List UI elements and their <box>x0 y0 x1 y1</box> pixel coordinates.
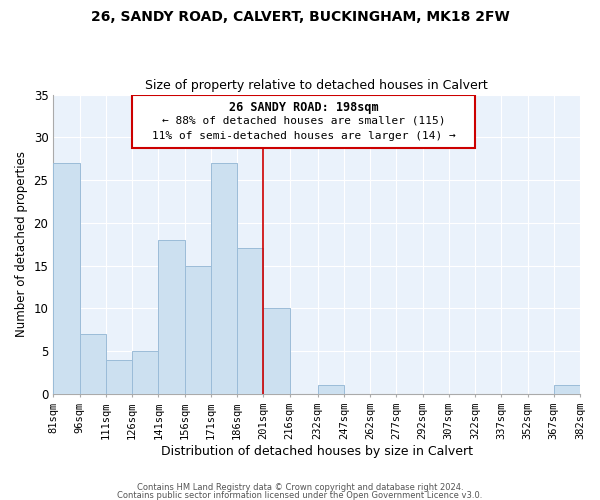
Text: 26 SANDY ROAD: 198sqm: 26 SANDY ROAD: 198sqm <box>229 100 379 114</box>
Text: ← 88% of detached houses are smaller (115): ← 88% of detached houses are smaller (11… <box>162 116 445 126</box>
Y-axis label: Number of detached properties: Number of detached properties <box>15 151 28 337</box>
Bar <box>53 163 80 394</box>
Bar <box>263 308 290 394</box>
Text: 11% of semi-detached houses are larger (14) →: 11% of semi-detached houses are larger (… <box>152 131 455 141</box>
Bar <box>158 240 185 394</box>
Title: Size of property relative to detached houses in Calvert: Size of property relative to detached ho… <box>145 79 488 92</box>
Bar <box>106 360 132 394</box>
Bar <box>132 351 158 394</box>
Bar <box>80 334 106 394</box>
Bar <box>237 248 263 394</box>
Bar <box>317 386 344 394</box>
Text: Contains HM Land Registry data © Crown copyright and database right 2024.: Contains HM Land Registry data © Crown c… <box>137 484 463 492</box>
Text: Contains public sector information licensed under the Open Government Licence v3: Contains public sector information licen… <box>118 490 482 500</box>
Bar <box>554 386 580 394</box>
Bar <box>185 266 211 394</box>
FancyBboxPatch shape <box>132 94 475 148</box>
X-axis label: Distribution of detached houses by size in Calvert: Distribution of detached houses by size … <box>161 444 473 458</box>
Text: 26, SANDY ROAD, CALVERT, BUCKINGHAM, MK18 2FW: 26, SANDY ROAD, CALVERT, BUCKINGHAM, MK1… <box>91 10 509 24</box>
Bar <box>211 163 237 394</box>
